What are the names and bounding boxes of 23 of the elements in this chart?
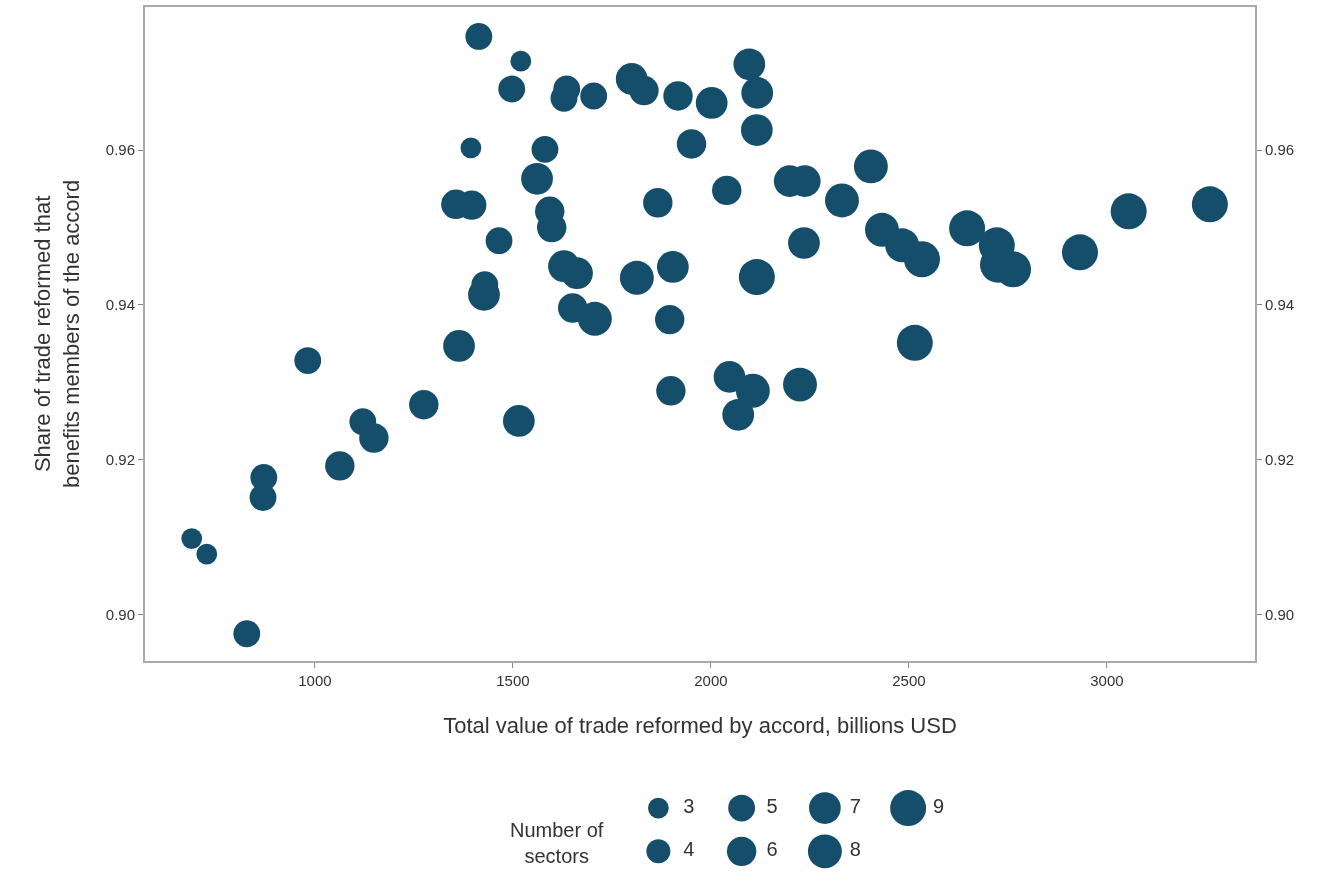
y2-tick-label: 0.92 — [1265, 450, 1295, 468]
y-tick-label: 0.94 — [105, 296, 135, 314]
legend-label: 4 — [683, 838, 695, 861]
x-tick-label: 3000 — [1090, 671, 1124, 689]
x-axis-title: Total value of trade reformed by accord, billions USD — [443, 713, 957, 739]
y2-tick-label: 0.96 — [1265, 141, 1295, 159]
y2-tick-label: 0.94 — [1265, 296, 1295, 314]
x-tick-label: 1000 — [298, 671, 332, 689]
legend-label: 3 — [683, 795, 695, 818]
x-tick-label: 1500 — [496, 671, 530, 689]
y-axis-title: Share of trade reformed that benefits members of the accord — [30, 179, 85, 488]
legend-label: 7 — [849, 795, 861, 818]
y-tick-label: 0.90 — [105, 605, 135, 623]
legend-label: 8 — [849, 838, 861, 861]
legend-label: 9 — [933, 795, 945, 818]
y2-tick-label: 0.90 — [1265, 605, 1295, 623]
y-tick-label: 0.96 — [105, 141, 135, 159]
y-tick-label: 0.92 — [105, 450, 135, 468]
legend-title: Number of sectors — [510, 819, 604, 867]
x-tick-label: 2000 — [694, 671, 728, 689]
x-tick-label: 2500 — [892, 671, 926, 689]
legend-label: 6 — [766, 838, 778, 861]
legend-label: 5 — [766, 795, 778, 818]
